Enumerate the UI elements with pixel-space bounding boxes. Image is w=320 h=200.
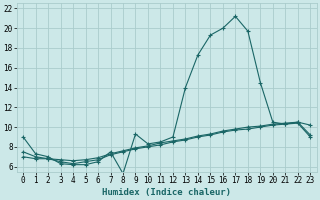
X-axis label: Humidex (Indice chaleur): Humidex (Indice chaleur) — [102, 188, 231, 197]
